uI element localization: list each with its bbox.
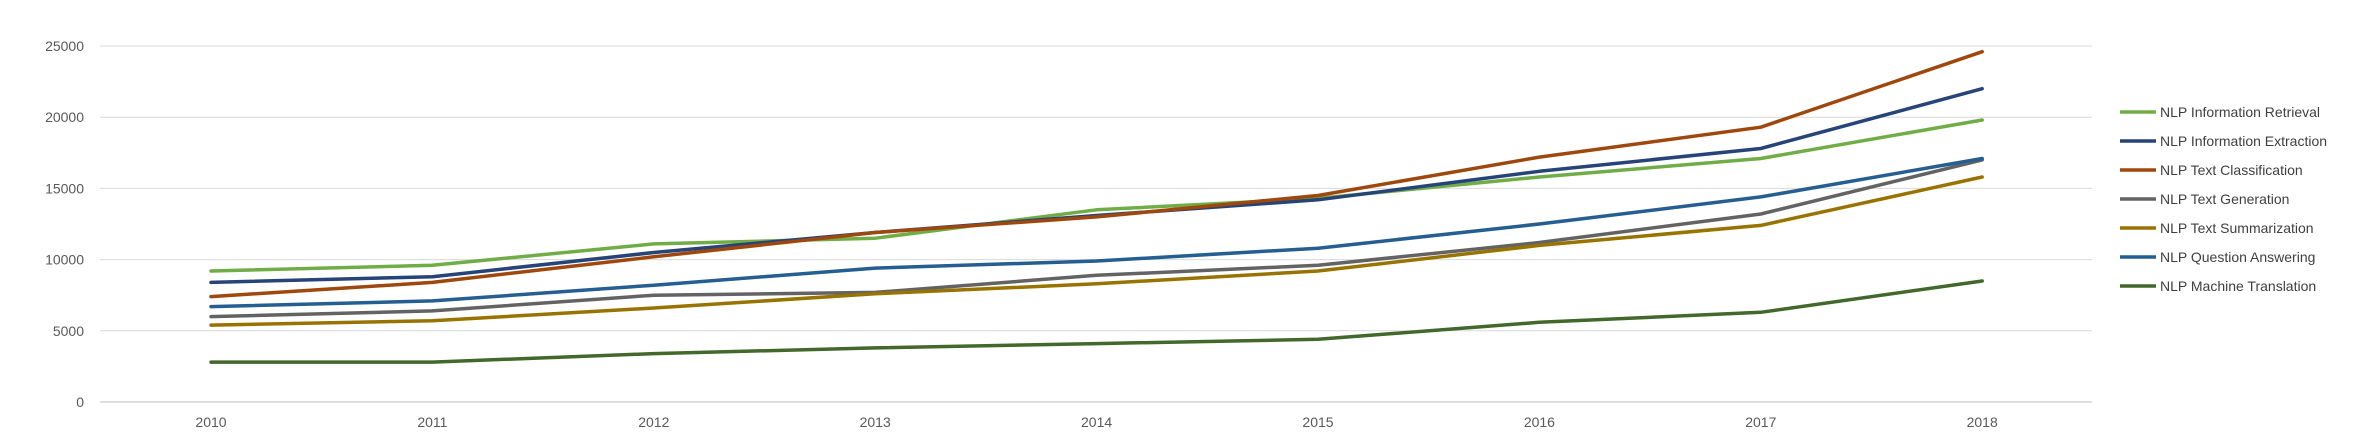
x-tick-label: 2018	[1967, 414, 1998, 430]
series-line	[209, 49, 1984, 299]
x-tick-label: 2017	[1745, 414, 1776, 430]
x-tick-label: 2012	[638, 414, 669, 430]
y-tick-label: 25000	[45, 38, 84, 54]
series-line	[209, 86, 1984, 285]
legend-entry-label: NLP Text Classification	[2160, 162, 2303, 178]
legend-entry-label: NLP Text Generation	[2160, 191, 2289, 207]
y-tick-label: 0	[76, 394, 84, 410]
series-line	[209, 158, 1984, 319]
legend-entry-label: NLP Information Retrieval	[2160, 104, 2320, 120]
x-tick-label: 2013	[860, 414, 891, 430]
legend: NLP Information Retrieval NLP Information…	[2120, 104, 2327, 294]
x-tick-label: 2010	[195, 414, 226, 430]
legend-entry-label: NLP Machine Translation	[2160, 278, 2316, 294]
legend-entry-label: NLP Information Extraction	[2160, 133, 2327, 149]
y-tick-label: 20000	[45, 109, 84, 125]
series-line	[209, 279, 1984, 364]
x-tick-label: 2016	[1524, 414, 1555, 430]
y-tick-label: 10000	[45, 252, 84, 268]
y-tick-label: 15000	[45, 180, 84, 196]
series-line	[209, 156, 1984, 309]
axes: 0 5000 10000 15000 20000 25000 2010 2011 2012 201…	[45, 38, 1998, 430]
series-line	[209, 118, 1984, 273]
x-tick-label: 2014	[1081, 414, 1112, 430]
legend-entry-label: NLP Text Summarization	[2160, 220, 2314, 236]
x-tick-label: 2015	[1302, 414, 1333, 430]
x-tick-label: 2011	[417, 414, 447, 430]
series-line	[209, 175, 1984, 327]
series-lines	[209, 49, 1984, 364]
gridlines	[100, 45, 2092, 403]
legend-entry-label: NLP Question Answering	[2160, 249, 2315, 265]
y-tick-label: 5000	[53, 323, 84, 339]
